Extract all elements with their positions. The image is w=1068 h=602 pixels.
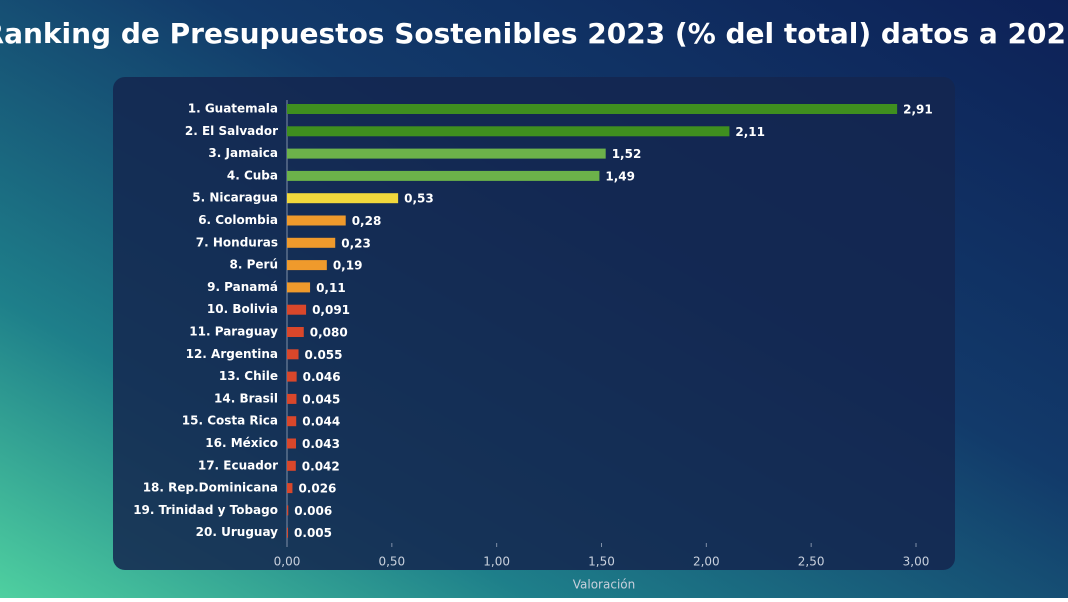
value-label: 0.043 — [302, 437, 340, 451]
y-tick-label: 15. Costa Rica — [182, 414, 278, 428]
value-label: 0.045 — [302, 392, 340, 406]
y-tick-label: 10. Bolivia — [207, 302, 278, 316]
bar — [287, 126, 730, 137]
value-label: 2,91 — [903, 103, 933, 117]
value-label: 1,49 — [605, 169, 635, 183]
value-label: 0.005 — [294, 526, 332, 540]
y-tick-label: 17. Ecuador — [198, 458, 278, 472]
x-tick-label: 2,00 — [693, 555, 720, 569]
value-label: 2,11 — [735, 125, 765, 139]
x-tick-label: 1,50 — [588, 555, 615, 569]
value-label: 1,52 — [612, 147, 642, 161]
value-label: 0,19 — [333, 259, 363, 273]
bar — [287, 170, 600, 181]
bar — [287, 104, 898, 114]
y-tick-label: 5. Nicaragua — [192, 191, 278, 205]
x-tick-label: 2,50 — [798, 555, 825, 569]
x-tick-label: 3,00 — [903, 555, 930, 569]
x-tick-label: 0,00 — [274, 555, 301, 569]
y-tick-label: 8. Perú — [230, 258, 278, 272]
bar — [287, 282, 311, 293]
y-tick-label: 4. Cuba — [227, 168, 278, 182]
y-tick-label: 13. Chile — [219, 369, 278, 383]
bar — [287, 483, 293, 494]
bar — [287, 438, 297, 449]
value-label: 0,091 — [312, 303, 350, 317]
bar — [287, 193, 399, 204]
y-tick-label: 19. Trinidad y Tobago — [133, 503, 278, 517]
bar — [287, 349, 299, 360]
y-tick-label: 20. Uruguay — [196, 525, 279, 539]
y-tick-label: 18. Rep.Dominicana — [143, 481, 278, 495]
value-label: 0,080 — [310, 326, 348, 340]
value-label: 0.044 — [302, 415, 340, 429]
value-label: 0,23 — [341, 236, 371, 250]
y-tick-label: 9. Panamá — [207, 280, 278, 294]
y-tick-label: 1. Guatemala — [188, 102, 278, 116]
bar — [287, 416, 297, 427]
bar — [287, 260, 327, 271]
bar — [287, 148, 606, 159]
value-label: 0.042 — [302, 459, 340, 473]
y-tick-label: 16. México — [205, 436, 278, 450]
bar — [287, 527, 289, 538]
bar — [287, 371, 297, 382]
value-label: 0.046 — [303, 370, 341, 384]
x-axis-label: Valoración — [573, 578, 635, 592]
value-label: 0,11 — [316, 281, 346, 295]
y-tick-label: 6. Colombia — [198, 213, 278, 227]
bar — [287, 460, 296, 471]
bar — [287, 215, 346, 226]
bar — [287, 304, 307, 315]
y-tick-label: 12. Argentina — [186, 347, 278, 361]
value-label: 0.006 — [294, 504, 332, 518]
x-tick-label: 0,50 — [378, 555, 405, 569]
y-tick-label: 3. Jamaica — [208, 146, 278, 160]
value-label: 0.055 — [305, 348, 343, 362]
y-tick-label: 2. El Salvador — [185, 124, 278, 138]
value-label: 0,28 — [352, 214, 382, 228]
bar — [287, 505, 289, 516]
chart-title: Ranking de Presupuestos Sostenibles 2023… — [0, 17, 1068, 50]
value-label: 0,53 — [404, 192, 434, 206]
bar — [287, 327, 304, 337]
y-tick-label: 14. Brasil — [214, 391, 278, 405]
y-tick-label: 11. Paraguay — [189, 325, 278, 339]
bar — [287, 393, 297, 404]
bar — [287, 237, 336, 248]
x-tick-label: 1,00 — [483, 555, 510, 569]
value-label: 0.026 — [298, 482, 336, 496]
y-tick-label: 7. Honduras — [196, 235, 278, 249]
